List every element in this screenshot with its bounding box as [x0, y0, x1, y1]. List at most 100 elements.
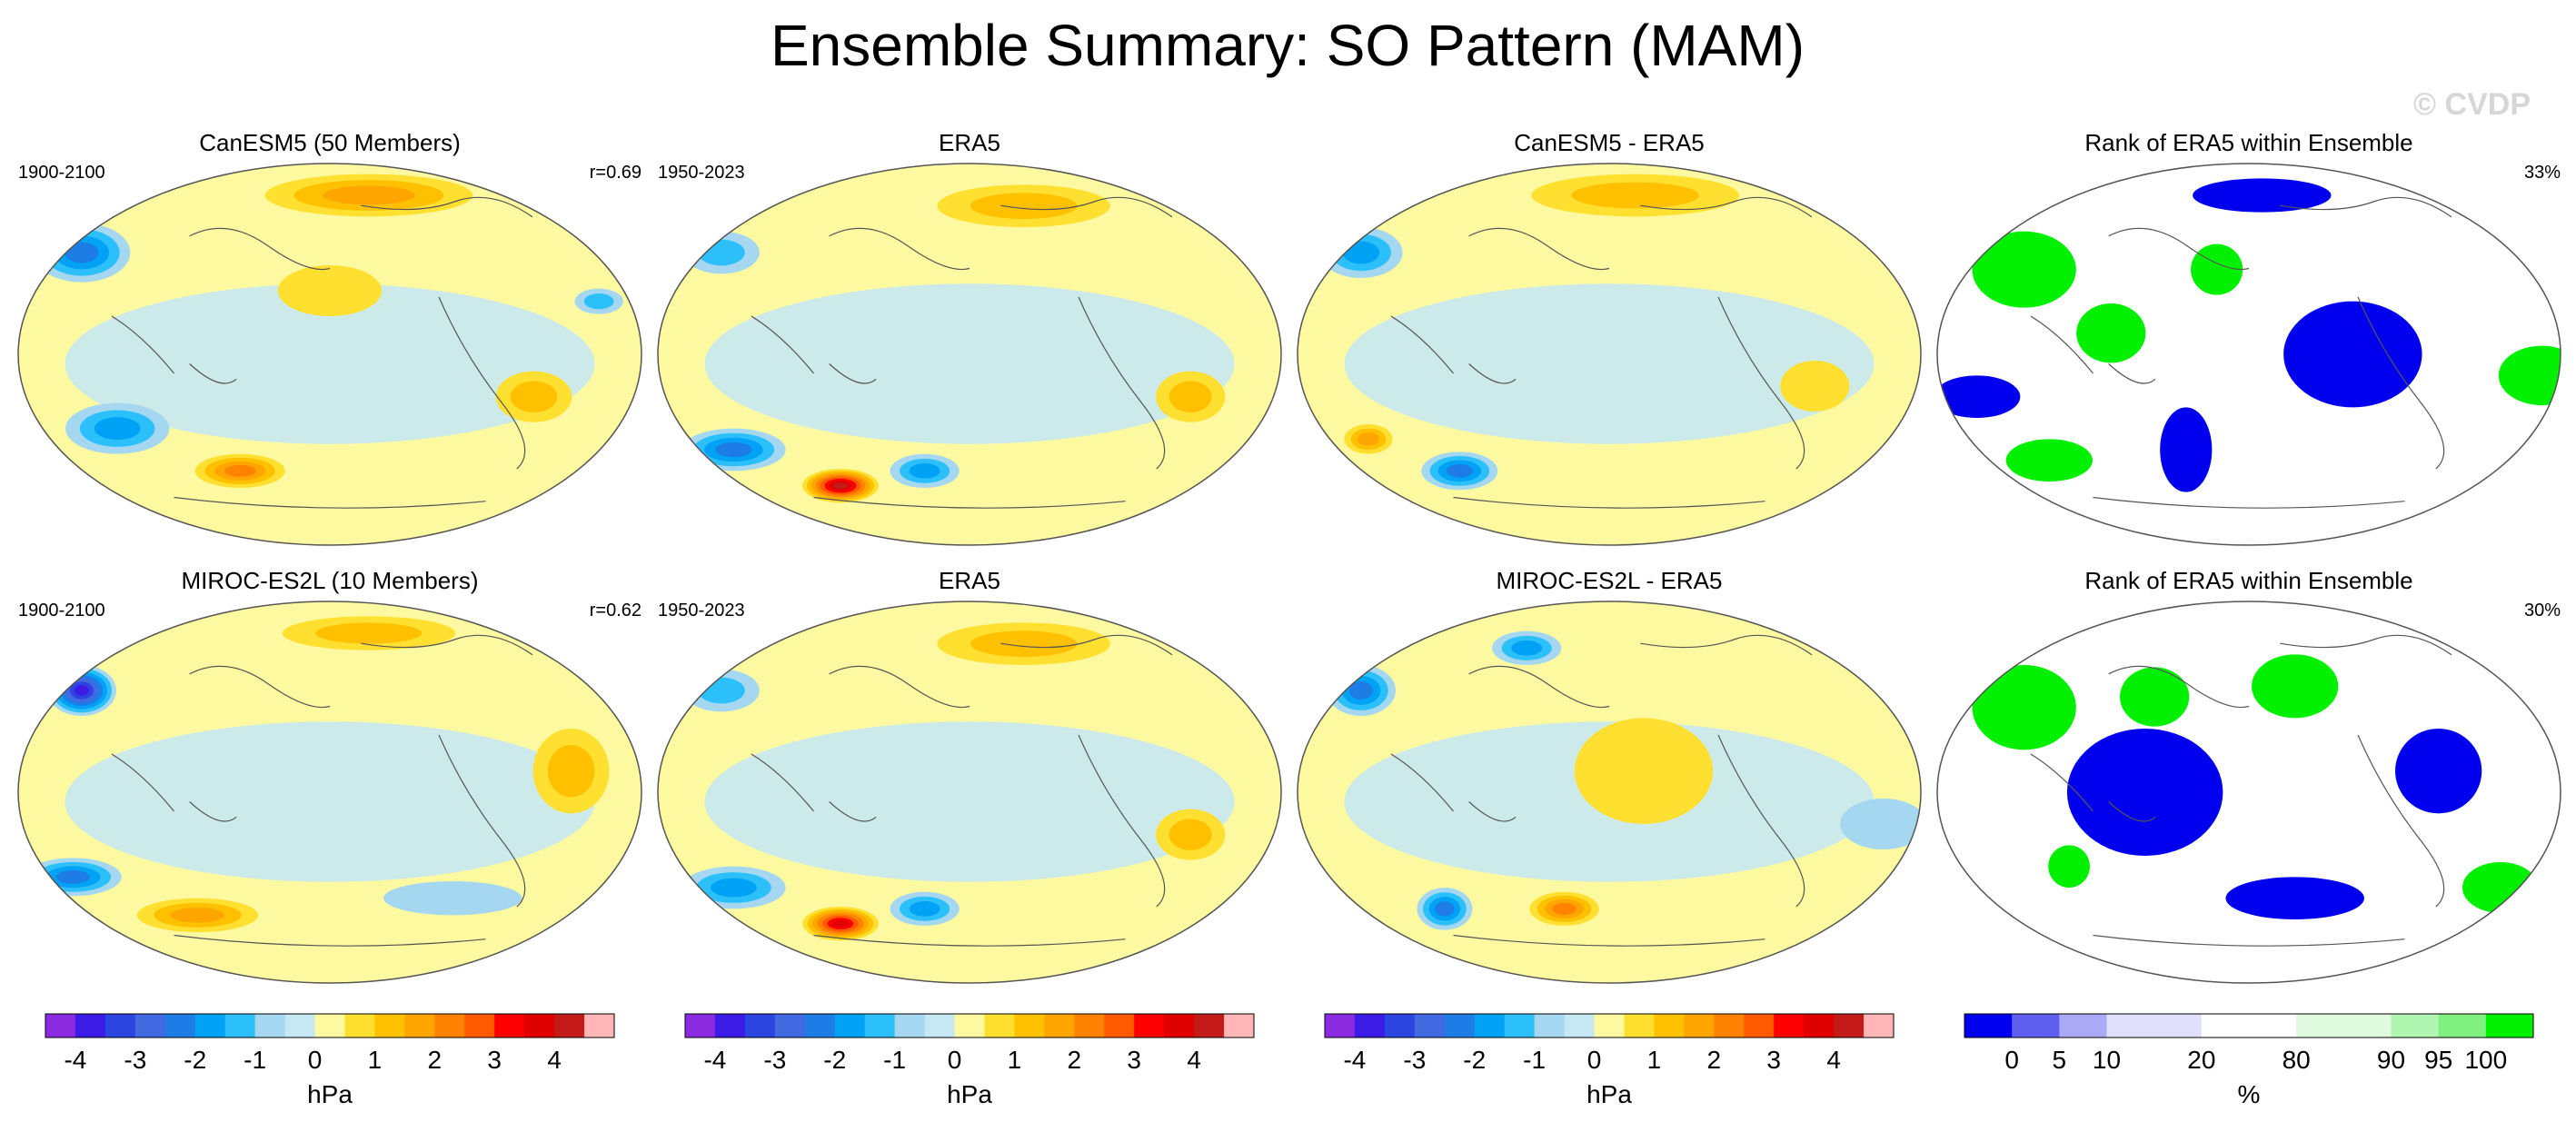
panel-title: Rank of ERA5 within Ensemble [2084, 567, 2412, 594]
coastline [751, 196, 1173, 509]
colorbar-tick-label: -2 [823, 1046, 846, 1074]
negative-anomaly-region [1344, 283, 1875, 444]
colorbar-swatch [894, 1014, 926, 1038]
map-panel-6: ERA5 1950-2023 [657, 567, 1282, 984]
colorbar-swatch [2438, 1014, 2487, 1038]
colorbar-tick-label: 4 [547, 1046, 562, 1074]
panel-title: Rank of ERA5 within Ensemble [2084, 129, 2412, 156]
figure-title: Ensemble Summary: SO Pattern (MAM) [771, 13, 1805, 78]
colorbar-tick-label: 3 [487, 1046, 502, 1074]
map-panel-4: Rank of ERA5 within Ensemble 33% [1936, 129, 2561, 546]
map-outline [17, 163, 642, 546]
colorbar-swatch [2343, 1014, 2392, 1038]
colorbar-tick-label: 4 [1826, 1046, 1841, 1074]
map-outline [657, 163, 1282, 546]
colorbar-swatch [1964, 1014, 2013, 1038]
colorbar-swatch [404, 1014, 435, 1038]
colorbar-tick-label: -3 [1403, 1046, 1426, 1074]
colorbar-swatch [45, 1014, 76, 1038]
colorbar-tick-label: 0 [1587, 1046, 1602, 1074]
map-background [1937, 601, 2561, 983]
anomaly-contour [170, 908, 225, 923]
colorbar-swatch [1194, 1014, 1225, 1038]
map-panel-7: MIROC-ES2L - ERA5 [1297, 567, 1922, 984]
colorbar-swatch [1044, 1014, 1075, 1038]
colorbar-swatch [714, 1014, 746, 1038]
anomaly-contour [832, 919, 849, 928]
colorbar-swatch [164, 1014, 196, 1038]
colorbar-swatch [584, 1014, 615, 1038]
colorbar-swatch [344, 1014, 375, 1038]
panel-period-label: 1900-2100 [18, 601, 105, 621]
colorbar-swatch [924, 1014, 956, 1038]
anomaly-contour [1446, 464, 1473, 478]
anomaly-contour [970, 631, 1078, 658]
colorbar-tick-label: -4 [64, 1046, 86, 1074]
colorbar-unit-label: hPa [947, 1080, 992, 1108]
anomaly-contour [909, 463, 940, 479]
colorbar-swatch [685, 1014, 716, 1038]
colorbar-swatch [2153, 1014, 2203, 1038]
rank-region [2005, 439, 2093, 482]
rank-region [2470, 665, 2520, 708]
anomaly-contour [1169, 819, 1212, 850]
colorbar-tick-label: 0 [308, 1046, 323, 1074]
colorbar-swatch [804, 1014, 836, 1038]
rank-region [2283, 301, 2422, 408]
colorbar-swatch [1864, 1014, 1895, 1038]
colorbar-swatch [1414, 1014, 1446, 1038]
colorbar-swatch [1684, 1014, 1715, 1038]
colorbar-swatch [464, 1014, 495, 1038]
anomaly-contour [715, 442, 752, 458]
map-panel-1: CanESM5 (50 Members) 1900-2100 r=0.69 [17, 129, 642, 546]
colorbar-tick-label: 3 [1766, 1046, 1781, 1074]
colorbar-tick-label: 2 [1068, 1046, 1082, 1074]
colorbar-tick-label: -1 [1523, 1046, 1546, 1074]
colorbar-swatch [984, 1014, 1015, 1038]
coastline [111, 196, 533, 509]
colorbar-swatch [2106, 1014, 2155, 1038]
anomaly-contour [1342, 241, 1380, 264]
colorbar-swatch [2391, 1014, 2440, 1038]
map-outline [1297, 601, 1922, 984]
colorbar-4: 0 5 10 20 80 90 95 100% [1964, 1013, 2534, 1108]
colorbar-tick-label: 80 [2283, 1046, 2311, 1074]
colorbar-swatch [864, 1014, 896, 1038]
negative-anomaly-region [704, 283, 1235, 444]
colorbar-swatch [2485, 1014, 2534, 1038]
anomaly-contour [1780, 361, 1850, 412]
colorbar-swatch [1834, 1014, 1865, 1038]
anomaly-contour [547, 744, 595, 798]
map-panel-2: ERA5 1950-2023 [657, 129, 1282, 546]
colorbar-unit-label: hPa [1586, 1080, 1632, 1108]
anomaly-contour [1552, 902, 1576, 915]
colorbar-tick-label: 100 [2464, 1046, 2507, 1074]
rank-region [1972, 665, 2076, 750]
rank-region [2120, 667, 2190, 727]
panel-title: CanESM5 - ERA5 [1514, 129, 1705, 156]
colorbar-tick-label: 5 [2053, 1046, 2067, 1074]
colorbar-swatch [434, 1014, 465, 1038]
colorbar-swatch [194, 1014, 226, 1038]
rank-region [2160, 407, 2213, 492]
colorbar-swatch [524, 1014, 555, 1038]
colorbar-swatch [1164, 1014, 1195, 1038]
colorbar-swatch [2059, 1014, 2107, 1038]
anomaly-contour [909, 901, 940, 917]
rank-region [2453, 233, 2516, 284]
rank-region [2076, 303, 2146, 363]
coastline [2030, 634, 2452, 947]
colorbar-tick-label: 1 [1647, 1046, 1662, 1074]
colorbar-tick-label: 3 [1127, 1046, 1141, 1074]
panel-title: MIROC-ES2L - ERA5 [1497, 567, 1723, 594]
colorbar-swatch [254, 1014, 286, 1038]
panel-stat-label: 30% [2524, 601, 2561, 621]
colorbar-swatch [1104, 1014, 1135, 1038]
colorbar-tick-label: -3 [124, 1046, 146, 1074]
anomaly-contour [277, 265, 383, 316]
colorbar-tick-label: 10 [2093, 1046, 2121, 1074]
map-outline [1297, 163, 1922, 546]
colorbar-tick-label: -2 [1463, 1046, 1486, 1074]
rank-region [2193, 178, 2332, 213]
negative-anomaly-region [704, 721, 1235, 882]
